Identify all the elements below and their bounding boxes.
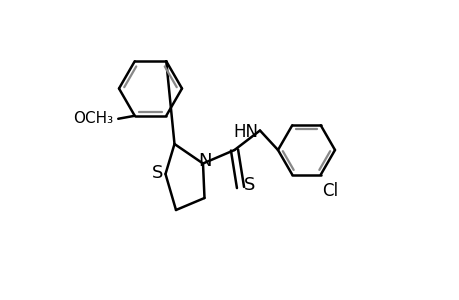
Text: Cl: Cl bbox=[322, 182, 338, 200]
Text: N: N bbox=[198, 152, 212, 170]
Text: S: S bbox=[151, 164, 162, 181]
Text: S: S bbox=[243, 176, 254, 194]
Text: OCH₃: OCH₃ bbox=[73, 111, 113, 126]
Text: HN: HN bbox=[233, 123, 258, 141]
